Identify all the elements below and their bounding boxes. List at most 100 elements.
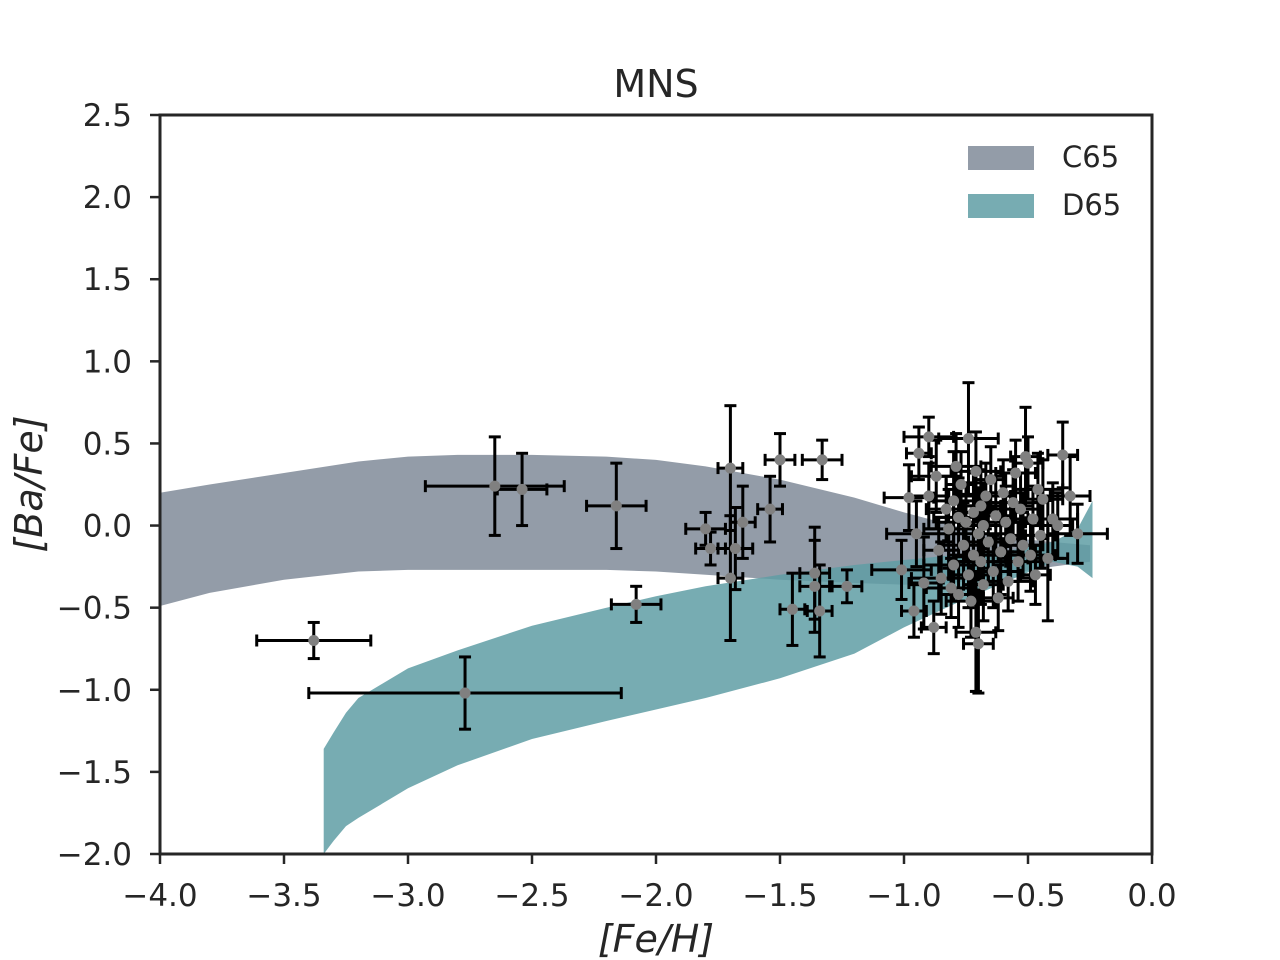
x-tick-label: −0.5 <box>990 878 1065 914</box>
y-tick-label: 1.0 <box>83 344 132 380</box>
data-point <box>809 580 821 592</box>
plot-area <box>160 381 1109 854</box>
data-point <box>933 544 945 556</box>
y-tick-label: −1.0 <box>57 673 132 709</box>
data-point <box>1002 575 1014 587</box>
data-point <box>729 543 741 555</box>
data-point <box>724 572 736 584</box>
data-point <box>990 510 1002 522</box>
data-point <box>610 500 622 512</box>
data-point <box>809 567 821 579</box>
legend-label-d65: D65 <box>1062 188 1121 222</box>
data-point <box>982 536 994 548</box>
data-point <box>764 503 776 515</box>
data-point <box>995 546 1007 558</box>
data-point <box>977 520 989 532</box>
data-point <box>977 579 989 591</box>
data-point <box>980 490 992 502</box>
data-point <box>987 566 999 578</box>
data-point <box>913 447 925 459</box>
data-point <box>958 539 970 551</box>
data-point <box>1032 483 1044 495</box>
data-point <box>1017 539 1029 551</box>
x-tick-label: −1.0 <box>866 878 941 914</box>
data-point <box>972 528 984 540</box>
data-point <box>967 549 979 561</box>
x-tick-label: −1.5 <box>742 878 817 914</box>
data-point <box>992 592 1004 604</box>
data-point <box>1022 457 1034 469</box>
data-point <box>516 483 528 495</box>
y-tick-label: −1.5 <box>57 755 132 791</box>
data-point <box>953 589 965 601</box>
y-axis: −2.0 −1.5 −1.0 −0.5 0.0 0.5 1.0 1.5 2.0 2.5 <box>57 98 160 873</box>
data-point <box>997 487 1009 499</box>
data-point <box>908 605 920 617</box>
data-point <box>841 580 853 592</box>
data-point <box>962 569 974 581</box>
data-point <box>705 543 717 555</box>
data-point <box>1064 490 1076 502</box>
data-point <box>786 603 798 615</box>
chart-title: MNS <box>613 62 698 106</box>
legend-swatch-c65 <box>968 146 1034 170</box>
data-point <box>923 490 935 502</box>
data-point <box>970 465 982 477</box>
data-point <box>1037 493 1049 505</box>
data-point <box>1000 516 1012 528</box>
x-tick-label: −4.0 <box>122 878 197 914</box>
data-point <box>918 577 930 589</box>
data-point <box>967 506 979 518</box>
data-point <box>1005 533 1017 545</box>
y-tick-label: 2.5 <box>83 98 132 134</box>
y-tick-label: −0.5 <box>57 591 132 627</box>
data-point <box>972 638 984 650</box>
y-tick-label: 2.0 <box>83 180 132 216</box>
data-point <box>970 626 982 638</box>
data-point <box>630 598 642 610</box>
y-tick-label: 1.5 <box>83 262 132 298</box>
data-point <box>1010 467 1022 479</box>
data-point <box>960 516 972 528</box>
data-point <box>928 621 940 633</box>
data-point <box>1052 520 1064 532</box>
data-point <box>965 595 977 607</box>
data-point <box>962 433 974 445</box>
y-axis-label: [Ba/Fe] <box>7 415 51 552</box>
data-point <box>945 582 957 594</box>
data-point <box>940 503 952 515</box>
data-point <box>948 495 960 507</box>
x-tick-label: 0.0 <box>1127 878 1176 914</box>
data-point <box>1015 503 1027 515</box>
data-point <box>910 528 922 540</box>
y-tick-label: 0.5 <box>83 426 132 462</box>
data-point <box>1042 552 1054 564</box>
data-point <box>975 556 987 568</box>
data-point <box>816 454 828 466</box>
data-point <box>700 523 712 535</box>
data-point <box>903 492 915 504</box>
data-point <box>308 635 320 647</box>
data-point <box>1057 449 1069 461</box>
y-tick-label: −2.0 <box>57 837 132 873</box>
x-axis-label: [Fe/H] <box>598 917 714 960</box>
data-point <box>774 454 786 466</box>
legend-label-c65: C65 <box>1062 140 1119 174</box>
x-tick-label: −2.0 <box>618 878 693 914</box>
data-point <box>943 523 955 535</box>
data-point <box>1029 569 1041 581</box>
data-point <box>737 516 749 528</box>
data-point <box>948 559 960 571</box>
data-point <box>930 470 942 482</box>
data-point <box>923 431 935 443</box>
data-point <box>935 572 947 584</box>
data-point <box>1027 513 1039 525</box>
x-tick-label: −3.0 <box>370 878 445 914</box>
data-point <box>724 462 736 474</box>
data-point <box>1034 529 1046 541</box>
data-point <box>985 474 997 486</box>
data-point <box>459 687 471 699</box>
data-point <box>814 605 826 617</box>
